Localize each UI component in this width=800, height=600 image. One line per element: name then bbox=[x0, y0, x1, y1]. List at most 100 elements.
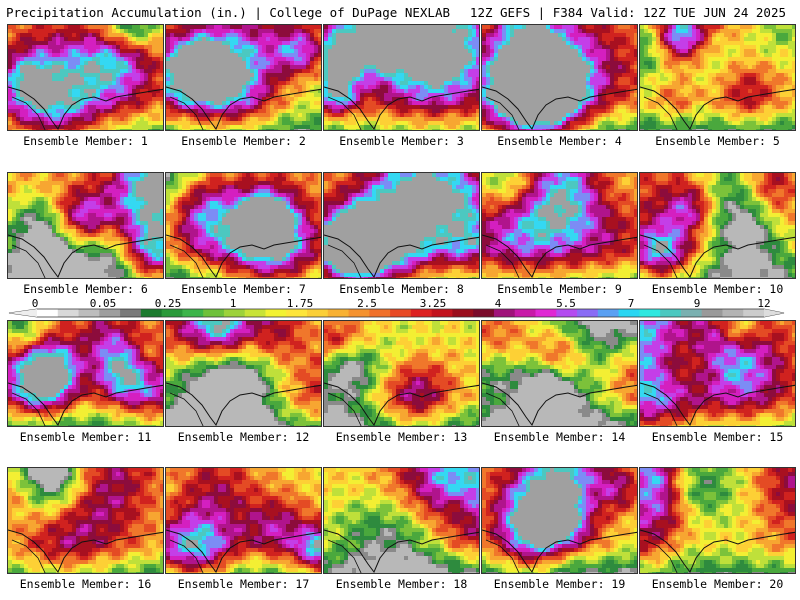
precip-map bbox=[7, 467, 164, 574]
ensemble-panel-6: Ensemble Member: 6 bbox=[7, 172, 164, 303]
colorbar-swatch bbox=[37, 309, 59, 317]
colorbar-swatch bbox=[120, 309, 142, 317]
colorbar-swatch bbox=[452, 309, 474, 317]
colorbar-swatch bbox=[743, 309, 765, 317]
model-run-info: 12Z GEFS | F384 Valid: 12Z TUE JUN 24 20… bbox=[470, 5, 786, 20]
coastline bbox=[8, 86, 163, 130]
panel-label: Ensemble Member: 14 bbox=[481, 430, 638, 444]
border-line bbox=[643, 96, 678, 130]
panel-label: Ensemble Member: 15 bbox=[639, 430, 796, 444]
coastline bbox=[166, 529, 321, 573]
panel-label: Ensemble Member: 19 bbox=[481, 577, 638, 591]
ensemble-panel-19: Ensemble Member: 19 bbox=[481, 467, 638, 598]
colorbar-right-arrow bbox=[764, 309, 784, 317]
colorbar-swatch bbox=[140, 309, 163, 317]
precip-map bbox=[323, 320, 480, 427]
panel-label: Ensemble Member: 11 bbox=[7, 430, 164, 444]
colorbar-swatch bbox=[223, 309, 246, 317]
coastline bbox=[482, 382, 637, 426]
colorbar-swatch bbox=[161, 309, 183, 317]
border-line bbox=[485, 244, 520, 278]
coastline bbox=[8, 529, 163, 573]
coastline bbox=[324, 529, 479, 573]
precip-map bbox=[639, 172, 796, 279]
ensemble-panel-11: Ensemble Member: 11 bbox=[7, 320, 164, 451]
colorbar-swatch bbox=[99, 309, 121, 317]
ensemble-panel-2: Ensemble Member: 2 bbox=[165, 24, 322, 155]
colorbar-swatch bbox=[244, 309, 266, 317]
panel-label: Ensemble Member: 18 bbox=[323, 577, 480, 591]
coastline bbox=[8, 234, 163, 278]
border-line bbox=[643, 539, 678, 573]
panel-label: Ensemble Member: 17 bbox=[165, 577, 322, 591]
colorbar-swatch bbox=[493, 309, 516, 317]
panel-label: Ensemble Member: 1 bbox=[7, 134, 164, 148]
colorbar-swatch bbox=[618, 309, 640, 317]
precip-map bbox=[481, 24, 638, 131]
ensemble-panel-16: Ensemble Member: 16 bbox=[7, 467, 164, 598]
border-line bbox=[11, 244, 46, 278]
colorbar-tick-label: 0.05 bbox=[90, 297, 117, 310]
colorbar-tick-label: 3.25 bbox=[420, 297, 447, 310]
precip-map bbox=[481, 172, 638, 279]
ensemble-panel-4: Ensemble Member: 4 bbox=[481, 24, 638, 155]
border-line bbox=[643, 392, 678, 426]
ensemble-panel-5: Ensemble Member: 5 bbox=[639, 24, 796, 155]
precip-map bbox=[165, 467, 322, 574]
colorbar-tick-label: 1.75 bbox=[287, 297, 314, 310]
panel-label: Ensemble Member: 20 bbox=[639, 577, 796, 591]
colorbar-tick-label: 2.5 bbox=[357, 297, 377, 310]
border-line bbox=[485, 539, 520, 573]
colorbar-swatch bbox=[680, 309, 703, 317]
coastline bbox=[8, 382, 163, 426]
border-line bbox=[11, 392, 46, 426]
colorbar-tick-label: 12 bbox=[757, 297, 770, 310]
border-line bbox=[327, 96, 362, 130]
colorbar-tick-label: 0 bbox=[32, 297, 39, 310]
coastline bbox=[324, 86, 479, 130]
ensemble-panel-20: Ensemble Member: 20 bbox=[639, 467, 796, 598]
colorbar-swatch bbox=[660, 309, 682, 317]
panel-label: Ensemble Member: 12 bbox=[165, 430, 322, 444]
colorbar-swatch bbox=[535, 309, 557, 317]
coastline bbox=[166, 234, 321, 278]
precip-map bbox=[323, 24, 480, 131]
precip-colorbar: 0 0.05 0.25 1 1.75 2.5 3.25 4 5.5 7 9 12 bbox=[0, 297, 800, 321]
border-line bbox=[327, 244, 362, 278]
colorbar-swatch bbox=[473, 309, 495, 317]
colorbar-tick-label: 0.25 bbox=[155, 297, 182, 310]
coastline bbox=[166, 382, 321, 426]
colorbar-tick-label: 7 bbox=[628, 297, 635, 310]
colorbar-swatch bbox=[348, 309, 370, 317]
colorbar-swatch bbox=[307, 309, 329, 317]
panel-label: Ensemble Member: 4 bbox=[481, 134, 638, 148]
border-line bbox=[327, 539, 362, 573]
coastline bbox=[482, 86, 637, 130]
precip-map bbox=[323, 467, 480, 574]
colorbar-swatch bbox=[410, 309, 433, 317]
coastline bbox=[166, 86, 321, 130]
map-title: Precipitation Accumulation (in.) | Colle… bbox=[6, 5, 450, 20]
panel-label: Ensemble Member: 6 bbox=[7, 282, 164, 296]
coastline bbox=[324, 382, 479, 426]
precip-map bbox=[7, 320, 164, 427]
coastline bbox=[640, 86, 795, 130]
colorbar-swatch bbox=[286, 309, 308, 317]
colorbar-tick-label: 5.5 bbox=[556, 297, 576, 310]
colorbar-tick-label: 9 bbox=[694, 297, 701, 310]
coastline bbox=[640, 529, 795, 573]
colorbar-swatch bbox=[78, 309, 100, 317]
coastline bbox=[482, 234, 637, 278]
border-line bbox=[169, 244, 204, 278]
colorbar-tick-label: 4 bbox=[495, 297, 502, 310]
precip-map bbox=[165, 24, 322, 131]
precip-map bbox=[7, 24, 164, 131]
precip-map bbox=[639, 320, 796, 427]
border-line bbox=[169, 392, 204, 426]
precip-map bbox=[165, 172, 322, 279]
ensemble-panel-7: Ensemble Member: 7 bbox=[165, 172, 322, 303]
border-line bbox=[11, 539, 46, 573]
colorbar-swatch bbox=[57, 309, 80, 317]
panel-label: Ensemble Member: 8 bbox=[323, 282, 480, 296]
panel-label: Ensemble Member: 7 bbox=[165, 282, 322, 296]
